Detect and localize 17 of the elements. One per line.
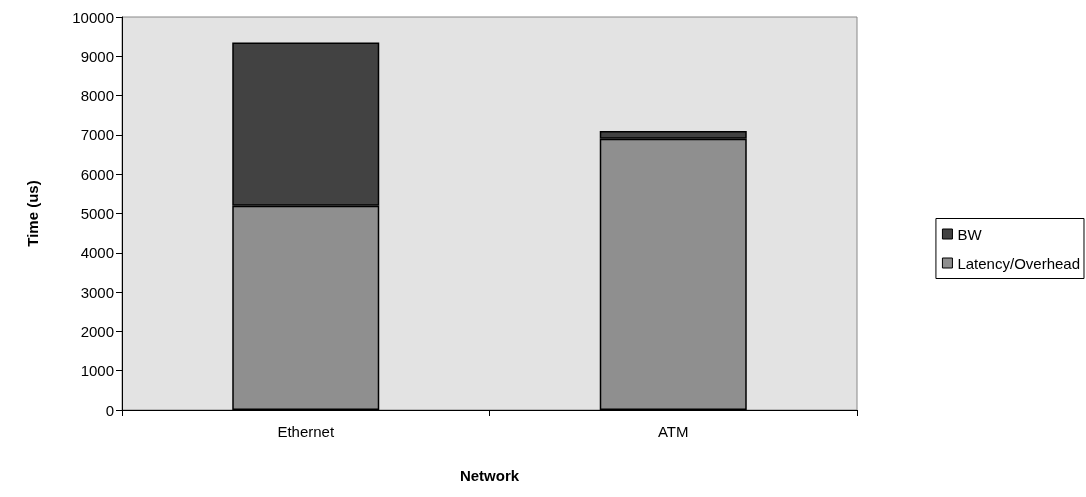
y-tick-label: 9000 bbox=[80, 47, 114, 65]
y-tick-label: 3000 bbox=[80, 283, 114, 301]
y-tick-label: 5000 bbox=[80, 205, 114, 222]
x-tick-label: Ethernet bbox=[277, 423, 335, 440]
y-tick-label: 0 bbox=[105, 401, 114, 419]
y-tick-label: 10000 bbox=[72, 8, 114, 26]
x-axis-title: Network bbox=[459, 467, 520, 484]
y-tick-label: 1000 bbox=[80, 362, 114, 380]
y-tick-label: 4000 bbox=[80, 244, 114, 262]
y-tick-label: 2000 bbox=[80, 322, 114, 340]
legend-label: BW bbox=[957, 225, 983, 243]
y-tick-label: 8000 bbox=[80, 87, 114, 105]
x-tick-label: ATM bbox=[657, 423, 689, 440]
y-tick-label: 7000 bbox=[80, 126, 114, 144]
y-tick-label: 6000 bbox=[80, 165, 114, 183]
legend-label: Latency/Overhead bbox=[957, 254, 1080, 272]
y-axis-title: Time (us) bbox=[24, 180, 41, 247]
